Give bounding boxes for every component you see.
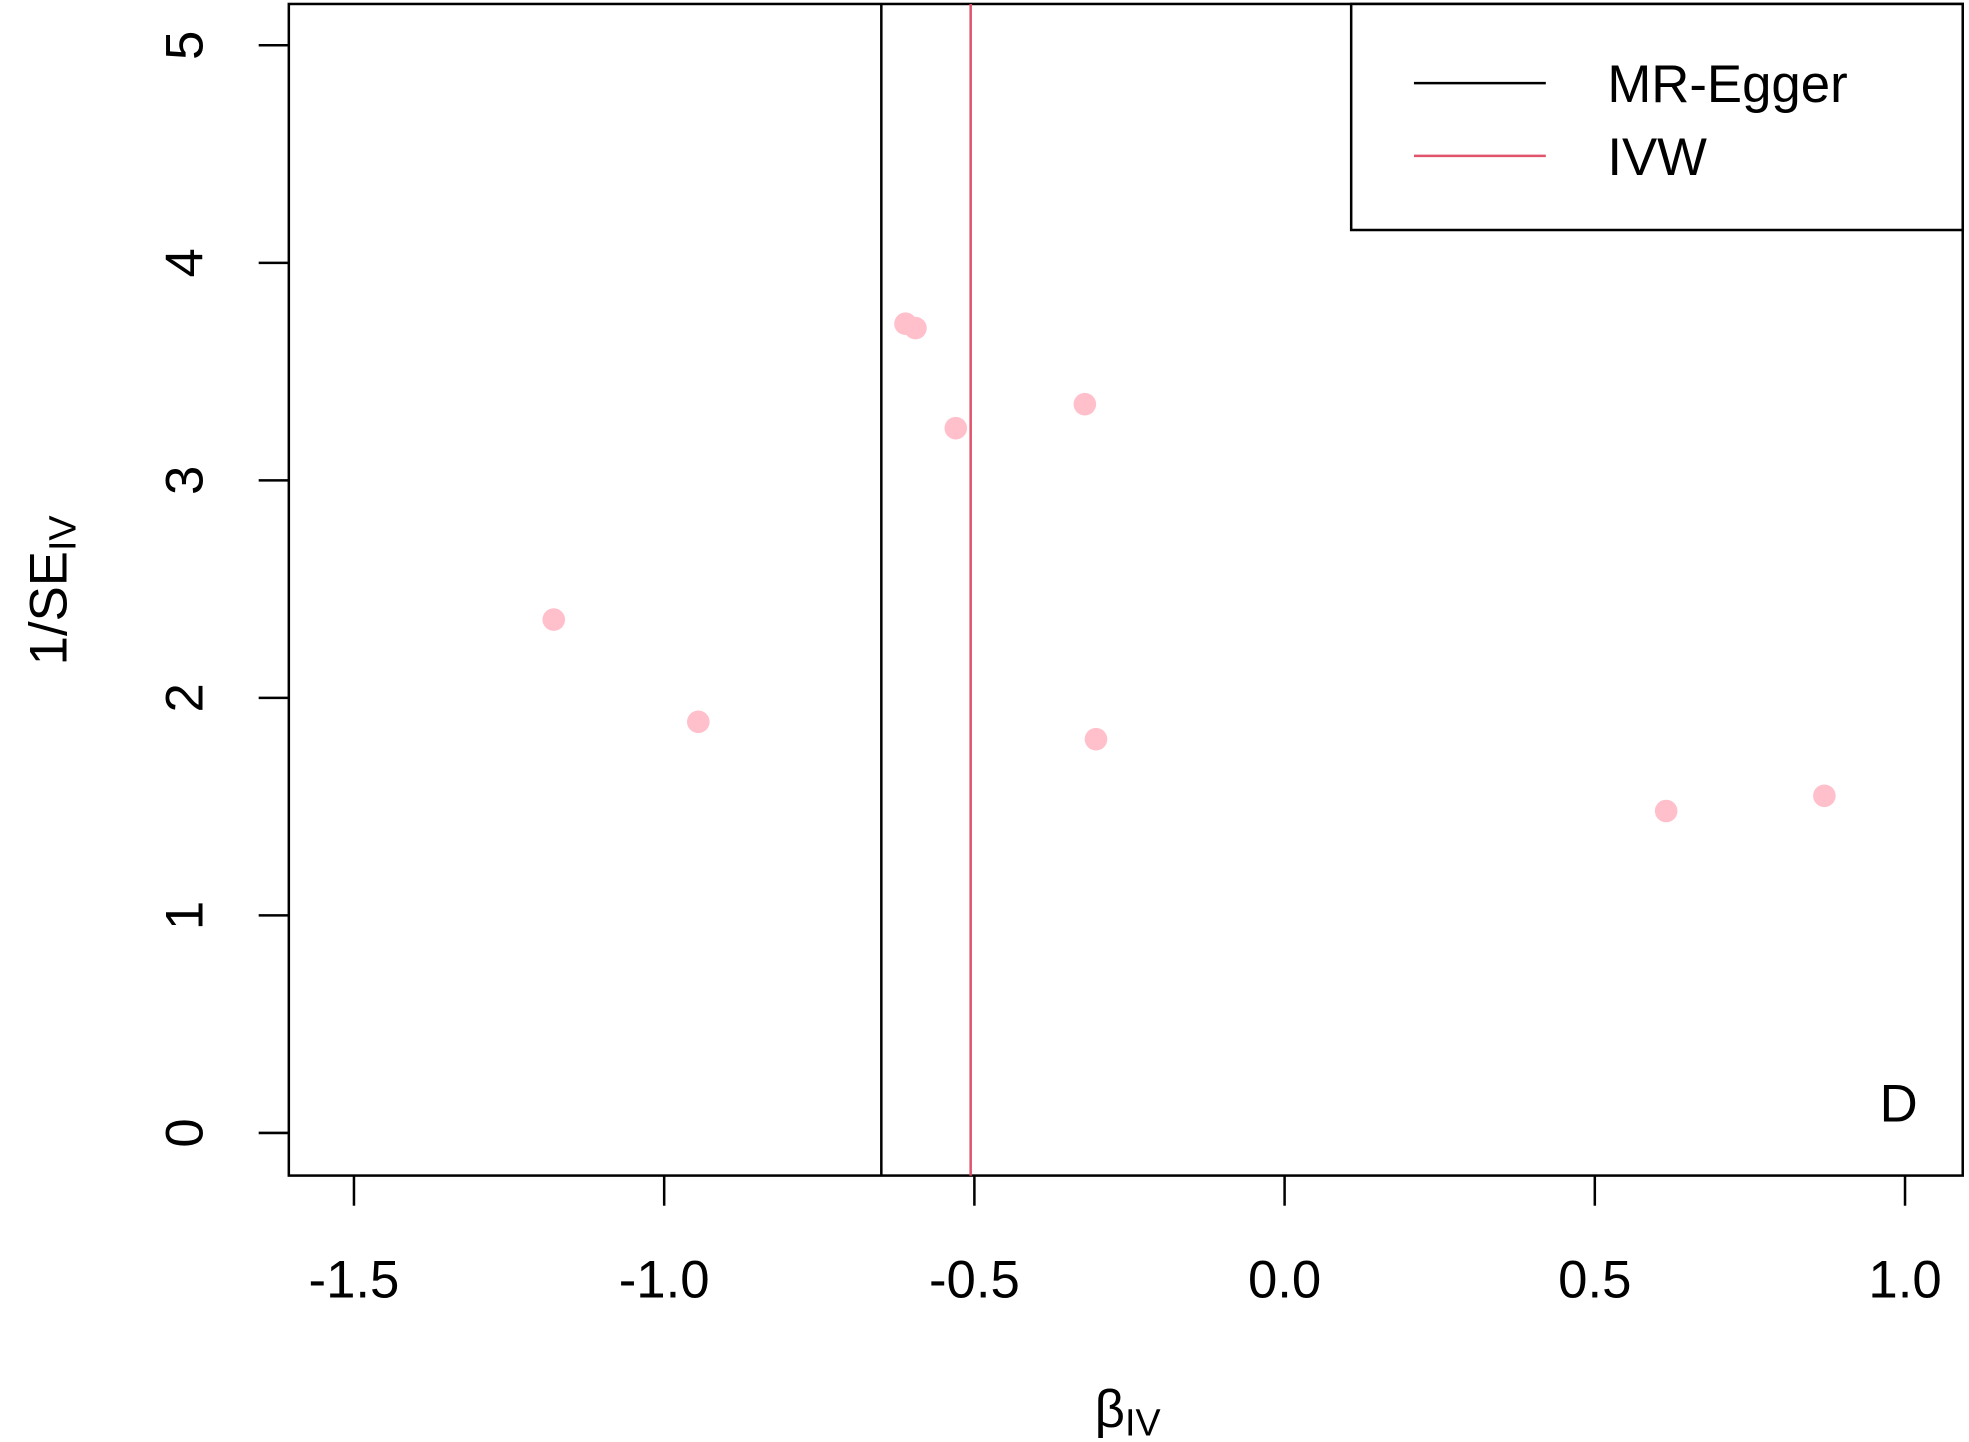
point xyxy=(1073,392,1097,416)
x-tick-label: 1.0 xyxy=(1868,1251,1941,1310)
point xyxy=(686,710,710,734)
point xyxy=(944,416,968,440)
point xyxy=(1813,784,1836,808)
y-tick-label: 0 xyxy=(155,1118,214,1147)
point xyxy=(1084,727,1108,751)
y-tick-label: 4 xyxy=(155,248,214,277)
point xyxy=(904,316,927,340)
x-axis-label: βIV xyxy=(1095,1380,1161,1442)
x-label-sub: IV xyxy=(1125,1401,1161,1442)
point xyxy=(542,608,566,631)
panel-annotation: D xyxy=(1880,1075,1918,1134)
y-axis-label: 1/SEIV xyxy=(20,515,84,665)
y-label-main: 1/SE xyxy=(20,551,79,665)
legend-box xyxy=(1349,2,1964,232)
point xyxy=(1654,799,1678,823)
y-tick-label: 1 xyxy=(155,901,214,930)
x-tick-label: -1.0 xyxy=(619,1251,710,1310)
plot-frame xyxy=(287,2,1964,1177)
y-tick-label: 2 xyxy=(155,683,214,712)
x-tick-label: 0.0 xyxy=(1248,1251,1321,1310)
y-label-sub: IV xyxy=(41,515,83,551)
legend-label: MR-Egger xyxy=(1607,55,1847,114)
x-label-main: β xyxy=(1095,1380,1125,1439)
y-tick-label: 5 xyxy=(155,31,214,60)
x-tick-label: -1.5 xyxy=(309,1251,400,1310)
x-tick-label: -0.5 xyxy=(929,1251,1020,1310)
y-tick-label: 3 xyxy=(155,466,214,495)
legend-label: IVW xyxy=(1607,128,1707,187)
x-tick-label: 0.5 xyxy=(1558,1251,1631,1310)
